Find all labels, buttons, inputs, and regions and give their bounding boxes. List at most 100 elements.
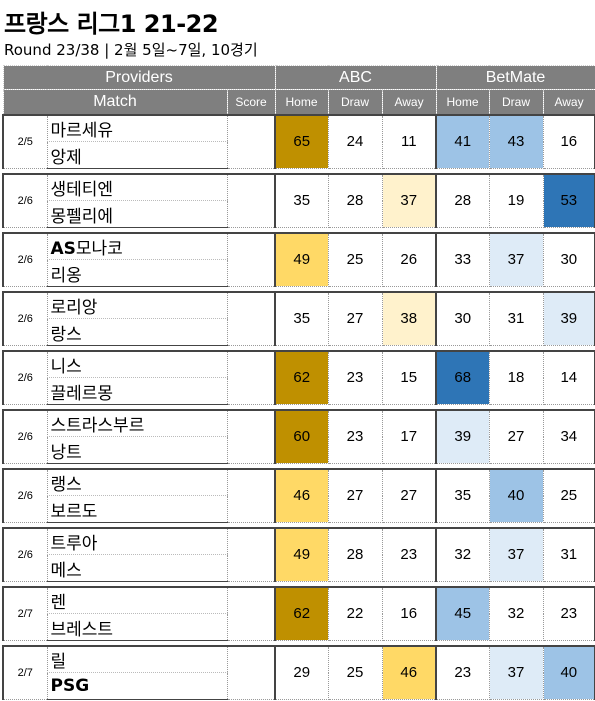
match-score (226, 349, 276, 405)
betmate-draw-value: 40 (488, 467, 544, 523)
abc-away-value: 37 (381, 172, 437, 228)
home-team: 니스 (46, 349, 227, 378)
abc-away-value: 15 (381, 349, 437, 405)
abc-home-value: 60 (274, 408, 329, 464)
match-row: 2/6 니스 62 23 15 68 18 14 (2, 349, 595, 405)
betmate-away-value: 25 (542, 467, 595, 523)
abc-home-value: 49 (274, 231, 329, 287)
header-abc-home: Home (274, 89, 329, 115)
away-team: PSG (46, 672, 227, 700)
match-row: 2/7 릴 29 25 46 23 37 40 (2, 644, 595, 700)
abc-home-value: 65 (274, 113, 329, 169)
betmate-home-value: 32 (435, 526, 490, 582)
match-score (226, 172, 276, 228)
betmate-draw-value: 27 (488, 408, 544, 464)
betmate-away-value: 16 (542, 113, 595, 169)
match-row: 2/6 스트라스부르 60 23 17 39 27 34 (2, 408, 595, 464)
abc-home-value: 62 (274, 585, 329, 641)
header-betmate-home: Home (435, 89, 490, 115)
odds-table: Providers ABC BetMate Match Score Home D… (2, 65, 595, 700)
betmate-away-value: 39 (542, 290, 595, 346)
away-team: 브레스트 (46, 613, 227, 641)
match-score (226, 585, 276, 641)
betmate-draw-value: 18 (488, 349, 544, 405)
match-score (226, 290, 276, 346)
match-score (226, 467, 276, 523)
betmate-draw-value: 37 (488, 644, 544, 700)
abc-away-value: 38 (381, 290, 437, 346)
betmate-away-value: 53 (542, 172, 595, 228)
match-rows: 2/5 마르세유 65 24 11 41 43 16 앙제 2/6 생테티엔 35 28 37 28 19 53… (2, 113, 595, 700)
abc-away-value: 46 (381, 644, 437, 700)
home-team: 생테티엔 (46, 172, 227, 201)
betmate-home-value: 35 (435, 467, 490, 523)
home-team: AS모나코 (46, 231, 227, 260)
abc-draw-value: 24 (327, 113, 383, 169)
abc-home-value: 35 (274, 290, 329, 346)
away-team: 끌레르몽 (46, 377, 227, 405)
abc-draw-value: 23 (327, 408, 383, 464)
away-team: 랑스 (46, 318, 227, 346)
match-row: 2/5 마르세유 65 24 11 41 43 16 (2, 113, 595, 169)
match-row: 2/6 생테티엔 35 28 37 28 19 53 (2, 172, 595, 228)
match-date: 2/6 (2, 290, 47, 346)
away-team: 메스 (46, 554, 227, 582)
header-betmate: BetMate (435, 65, 595, 90)
match-date: 2/7 (2, 585, 47, 641)
match-row: 2/6 AS모나코 49 25 26 33 37 30 (2, 231, 595, 287)
home-team: 렌 (46, 585, 227, 614)
match-date: 2/6 (2, 172, 47, 228)
abc-draw-value: 27 (327, 467, 383, 523)
betmate-away-value: 34 (542, 408, 595, 464)
header-providers: Providers (2, 65, 276, 90)
match-row: 2/6 랭스 46 27 27 35 40 25 (2, 467, 595, 523)
header-betmate-draw: Draw (488, 89, 544, 115)
away-team: 몽펠리에 (46, 200, 227, 228)
home-team: 릴 (46, 644, 227, 673)
match-date: 2/6 (2, 231, 47, 287)
away-team: 앙제 (46, 141, 227, 169)
home-team: 스트라스부르 (46, 408, 227, 437)
abc-away-value: 26 (381, 231, 437, 287)
betmate-draw-value: 43 (488, 113, 544, 169)
header-match: Match (2, 89, 228, 115)
abc-draw-value: 25 (327, 231, 383, 287)
home-team: 랭스 (46, 467, 227, 496)
betmate-away-value: 30 (542, 231, 595, 287)
abc-home-value: 49 (274, 526, 329, 582)
abc-draw-value: 28 (327, 526, 383, 582)
betmate-home-value: 23 (435, 644, 490, 700)
betmate-away-value: 40 (542, 644, 595, 700)
away-team: 보르도 (46, 495, 227, 523)
abc-away-value: 23 (381, 526, 437, 582)
abc-home-value: 29 (274, 644, 329, 700)
betmate-home-value: 30 (435, 290, 490, 346)
abc-home-value: 46 (274, 467, 329, 523)
betmate-draw-value: 37 (488, 231, 544, 287)
betmate-draw-value: 32 (488, 585, 544, 641)
page-title: 프랑스 리그1 21-22 (4, 10, 219, 38)
header-abc-draw: Draw (327, 89, 383, 115)
abc-away-value: 16 (381, 585, 437, 641)
betmate-away-value: 31 (542, 526, 595, 582)
match-date: 2/6 (2, 467, 47, 523)
match-date: 2/6 (2, 349, 47, 405)
match-date: 2/5 (2, 113, 47, 169)
match-score (226, 231, 276, 287)
match-row: 2/7 렌 62 22 16 45 32 23 (2, 585, 595, 641)
home-team: 트루아 (46, 526, 227, 555)
abc-away-value: 11 (381, 113, 437, 169)
away-team: 리옹 (46, 259, 227, 287)
betmate-home-value: 68 (435, 349, 490, 405)
betmate-draw-value: 19 (488, 172, 544, 228)
header-abc: ABC (274, 65, 437, 90)
away-team: 낭트 (46, 436, 227, 464)
abc-draw-value: 28 (327, 172, 383, 228)
betmate-home-value: 45 (435, 585, 490, 641)
home-team: 로리앙 (46, 290, 227, 319)
abc-draw-value: 25 (327, 644, 383, 700)
match-score (226, 113, 276, 169)
match-date: 2/6 (2, 526, 47, 582)
match-date: 2/6 (2, 408, 47, 464)
home-team: 마르세유 (46, 113, 227, 142)
